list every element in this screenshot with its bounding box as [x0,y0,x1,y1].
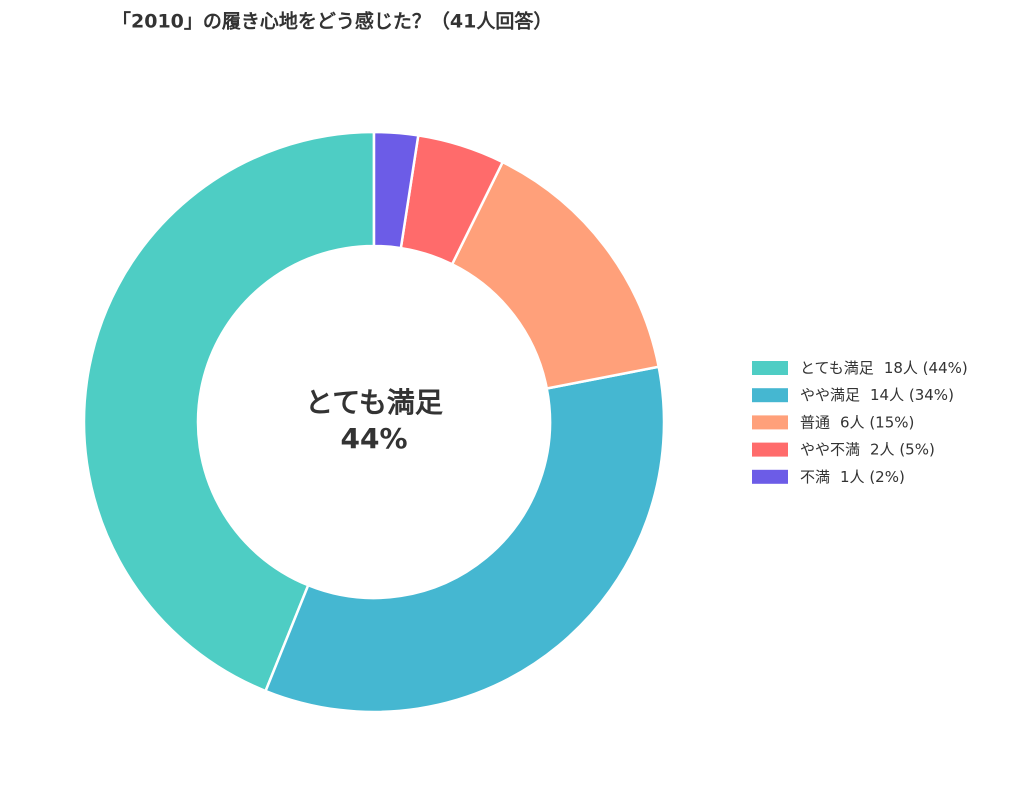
legend-swatch [752,415,788,430]
legend-swatch [752,361,788,375]
legend-value: 18人 (44%) [884,359,968,377]
legend-value: 2人 (5%) [870,440,935,458]
legend-value: 1人 (2%) [840,467,905,485]
donut-slice [372,130,420,250]
legend-swatch [752,442,788,457]
legend-value: 14人 (34%) [870,386,954,404]
legend-label: 不満 1人 (2%) [800,467,905,485]
legend-category: やや不満 [800,440,860,458]
legend-category: 不満 [800,467,830,485]
legend-category: やや満足 [800,386,860,404]
chart-title: 「2010」の履き心地をどう感じた？（41人回答） [112,10,552,33]
legend-label: とても満足 18人 (44%) [800,359,968,377]
center-value: 44% [340,422,407,455]
donut-slice [82,130,376,693]
legend-label: やや満足 14人 (34%) [800,386,954,404]
legend-category: とても満足 [800,359,874,377]
center-label: とても満足 [305,386,443,419]
legend-label: やや不満 2人 (5%) [800,440,935,458]
legend-swatch [752,388,788,403]
legend-value: 6人 (15%) [840,413,914,431]
donut-slice [263,365,666,714]
legend-category: 普通 [800,413,830,431]
legend-label: 普通 6人 (15%) [800,413,914,431]
legend-swatch [752,469,788,484]
